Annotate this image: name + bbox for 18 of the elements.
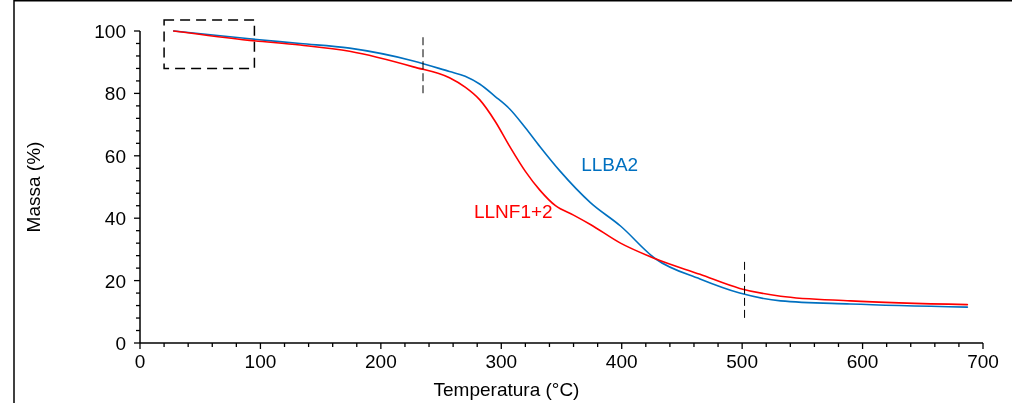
x-tick-label: 600	[846, 351, 879, 372]
x-tick-label: 400	[605, 351, 638, 372]
series-label: LLBA2	[581, 154, 639, 176]
y-tick-label: 60	[104, 145, 126, 167]
y-tick-label: 20	[104, 270, 126, 292]
y-axis-title: Massa (%)	[23, 141, 44, 233]
x-tick-label: 0	[134, 351, 146, 372]
y-tick-label: 40	[104, 208, 126, 230]
y-tick-label: 0	[115, 333, 126, 354]
series-label: LLNF1+2	[473, 201, 553, 223]
y-tick-label: 100	[94, 21, 126, 42]
x-tick-label: 700	[967, 351, 999, 372]
y-tick-label: 80	[104, 83, 126, 105]
x-tick-label: 100	[244, 351, 277, 372]
x-tick-label: 300	[485, 351, 518, 372]
x-axis-title: Temperatura (°C)	[433, 379, 580, 400]
x-tick-label: 500	[726, 351, 758, 372]
x-tick-label: 200	[365, 351, 397, 372]
